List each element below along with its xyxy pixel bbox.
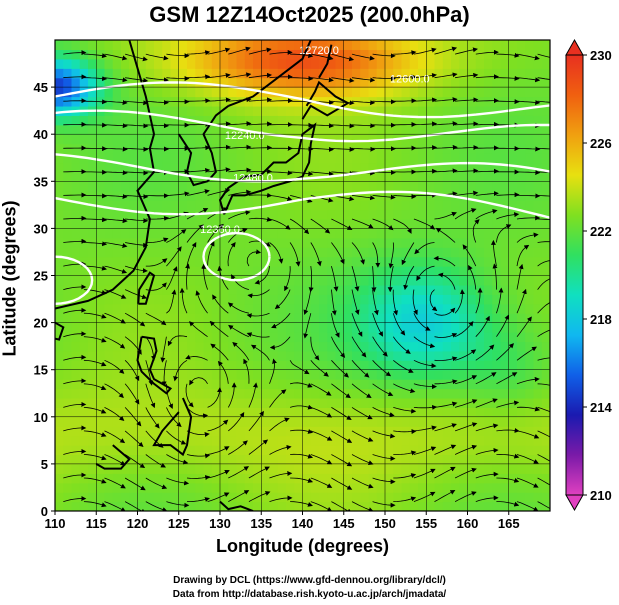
x-tick-label: 130 — [209, 516, 231, 531]
x-tick-label: 115 — [86, 516, 107, 531]
x-tick-label: 135 — [250, 516, 272, 531]
x-tick-label: 110 — [45, 516, 66, 531]
y-tick-label: 30 — [34, 221, 48, 236]
lat-lon-grid — [55, 40, 550, 511]
colorbar-tick-label: 222 — [590, 224, 612, 239]
y-tick-label: 10 — [34, 410, 48, 425]
x-axis-label: Longitude (degrees) — [215, 536, 389, 556]
x-tick-label: 140 — [292, 516, 314, 531]
colorbar-tick-label: 214 — [590, 400, 612, 415]
credit-drawing: Drawing by DCL (https://www.gfd-dennou.o… — [173, 575, 446, 586]
y-axis-label: Latitude (degrees) — [0, 200, 20, 357]
colorbar: 210 214 218 222 226 230 — [565, 38, 612, 512]
colorbar-tick-label: 230 — [590, 48, 612, 63]
chart-title: GSM 12Z14Oct2025 (200.0hPa) — [149, 2, 470, 27]
colorbar-tick-label: 210 — [590, 488, 612, 503]
x-tick-label: 165 — [498, 516, 520, 531]
y-tick-label: 45 — [34, 80, 48, 95]
colorbar-tick-label: 226 — [590, 136, 612, 151]
y-tick-label: 5 — [41, 457, 48, 472]
contour-label: 12720.0 — [299, 45, 339, 57]
colorbar-max-arrow — [565, 38, 584, 56]
y-axis-ticks: 0 5 10 15 20 25 30 35 40 45 — [34, 80, 55, 519]
x-tick-label: 125 — [168, 516, 190, 531]
x-tick-label: 120 — [127, 516, 149, 531]
temperature-field — [55, 40, 550, 511]
contour-label: 12240.0 — [225, 130, 265, 142]
x-tick-label: 150 — [374, 516, 396, 531]
y-tick-label: 15 — [34, 363, 48, 378]
y-tick-label: 35 — [34, 174, 48, 189]
colorbar-min-arrow — [565, 494, 584, 512]
colorbar-tick-label: 218 — [590, 312, 612, 327]
x-tick-label: 155 — [415, 516, 437, 531]
colorbar-ticks: 210 214 218 222 226 230 — [583, 48, 612, 503]
contour-label: 12480.0 — [233, 172, 273, 184]
x-tick-label: 160 — [457, 516, 479, 531]
y-tick-label: 40 — [34, 127, 48, 142]
y-tick-label: 25 — [34, 269, 48, 284]
y-tick-label: 0 — [41, 504, 48, 519]
x-axis-ticks: 110 115 120 125 130 135 140 145 150 155 160 165 — [45, 511, 520, 531]
credit-data: Data from http://database.rish.kyoto-u.a… — [172, 589, 447, 600]
x-tick-label: 145 — [333, 516, 355, 531]
contour-label: 12600.0 — [390, 73, 430, 85]
y-tick-label: 20 — [34, 316, 48, 331]
